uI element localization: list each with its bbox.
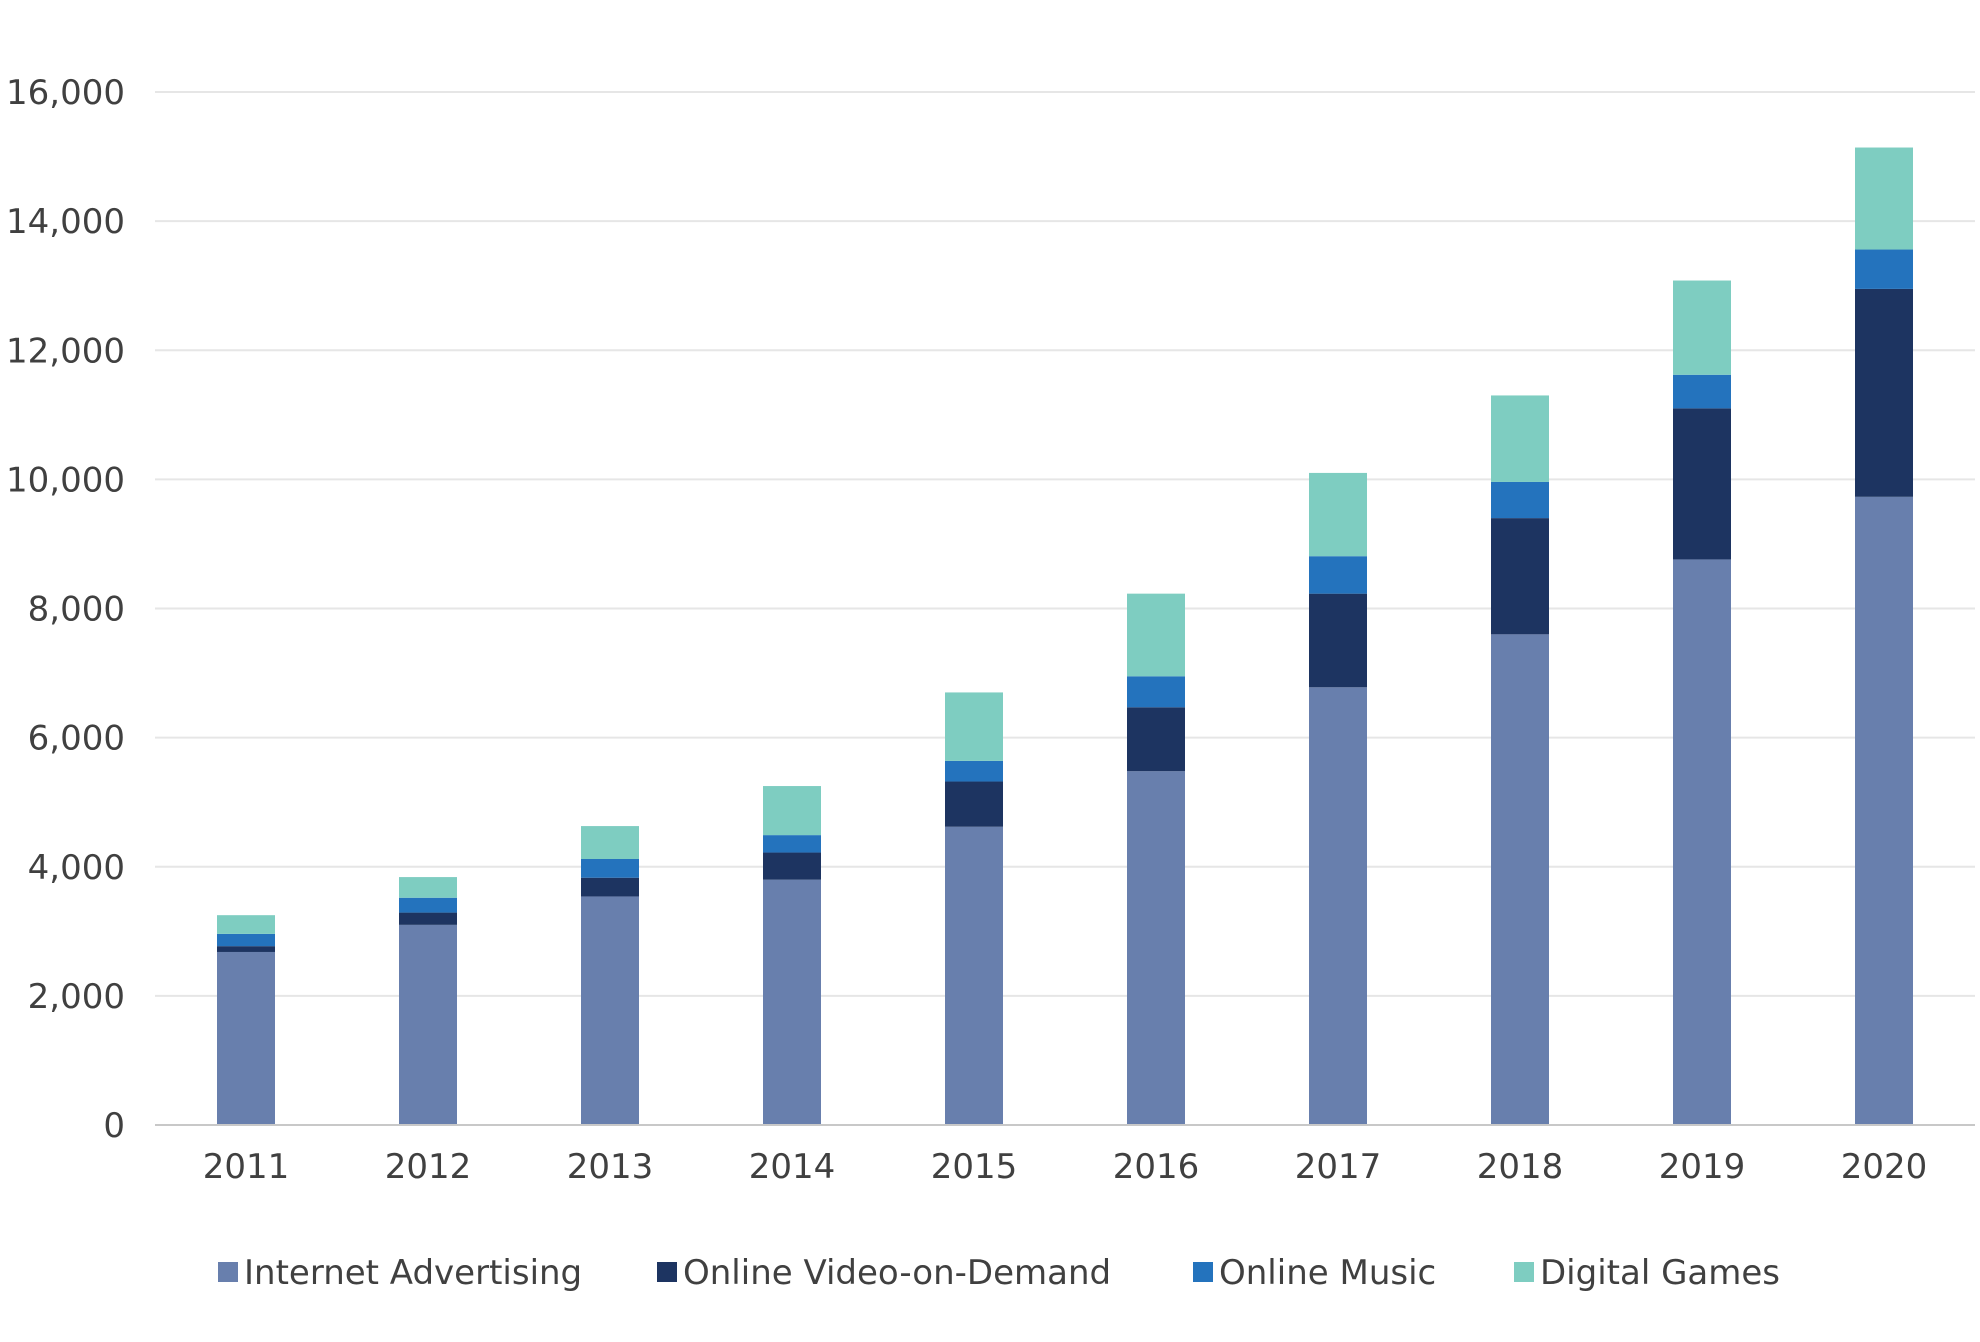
x-tick-label: 2020 <box>1841 1147 1928 1187</box>
bar-segment <box>581 826 639 860</box>
x-tick-label: 2019 <box>1659 1147 1746 1187</box>
bar-segment <box>1127 676 1185 708</box>
bar-segment <box>217 915 275 934</box>
axes: 0 2,000 4,000 6,000 8,000 10,000 12,000 14,000 1… <box>6 73 1975 1187</box>
bar-segment <box>1491 518 1549 635</box>
legend-label: Online Music <box>1219 1253 1436 1293</box>
bar-segment <box>1491 634 1549 1125</box>
bar-segment <box>399 877 457 898</box>
bar-segment <box>763 879 821 1125</box>
bar-segment <box>945 826 1003 1125</box>
legend-label: Internet Advertising <box>244 1253 582 1293</box>
bar-segment <box>399 924 457 1125</box>
y-tick-label: 16,000 <box>6 73 125 113</box>
bars <box>217 147 1913 1125</box>
legend-swatch <box>1514 1262 1534 1282</box>
x-tick-label: 2015 <box>931 1147 1018 1187</box>
bar-segment <box>399 897 457 913</box>
bar-segment <box>217 951 275 1125</box>
bar-segment <box>763 786 821 836</box>
bar-segment <box>1127 593 1185 677</box>
y-tick-label: 6,000 <box>28 719 125 759</box>
bar-segment <box>1309 687 1367 1125</box>
gridlines <box>155 91 1975 997</box>
x-tick-label: 2018 <box>1477 1147 1564 1187</box>
bar-segment <box>945 760 1003 782</box>
bar-segment <box>1673 280 1731 375</box>
bar-segment <box>1309 556 1367 594</box>
legend-label: Online Video-on-Demand <box>683 1253 1111 1293</box>
bar-segment <box>581 877 639 897</box>
bar-segment <box>945 781 1003 827</box>
legend-swatch <box>218 1262 238 1282</box>
bar-segment <box>217 946 275 952</box>
bar-segment <box>763 852 821 880</box>
x-tick-label: 2011 <box>203 1147 290 1187</box>
bar-segment <box>1491 481 1549 519</box>
bar-segment <box>1673 559 1731 1125</box>
bar-segment <box>399 912 457 925</box>
bar-segment <box>1491 395 1549 482</box>
bar-segment <box>1127 707 1185 772</box>
bar-segment <box>1127 771 1185 1125</box>
bar-segment <box>581 896 639 1125</box>
x-tick-label: 2017 <box>1295 1147 1382 1187</box>
bar-segment <box>581 859 639 878</box>
x-tick-label: 2012 <box>385 1147 472 1187</box>
y-tick-label: 0 <box>103 1106 125 1146</box>
y-tick-label: 14,000 <box>6 202 125 242</box>
bar-segment <box>1309 593 1367 688</box>
x-tick-label: 2013 <box>567 1147 654 1187</box>
y-tick-label: 4,000 <box>28 848 125 888</box>
y-tick-label: 2,000 <box>28 977 125 1017</box>
legend-swatch <box>657 1262 677 1282</box>
legend-swatch <box>1193 1262 1213 1282</box>
bar-segment <box>945 692 1003 761</box>
legend: Internet Advertising Online Video-on-Dema… <box>218 1253 1780 1293</box>
bar-segment <box>1673 374 1731 409</box>
bar-segment <box>217 933 275 947</box>
y-tick-label: 10,000 <box>6 460 125 500</box>
y-tick-label: 12,000 <box>6 331 125 371</box>
x-tick-label: 2016 <box>1113 1147 1200 1187</box>
legend-label: Digital Games <box>1540 1253 1780 1293</box>
bar-segment <box>1673 408 1731 560</box>
bar-segment <box>763 835 821 853</box>
bar-segment <box>1855 288 1913 497</box>
x-tick-label: 2014 <box>749 1147 836 1187</box>
bar-segment <box>1855 249 1913 289</box>
bar-segment <box>1855 496 1913 1125</box>
y-tick-label: 8,000 <box>28 590 125 630</box>
bar-segment <box>1855 147 1913 250</box>
bar-segment <box>1309 472 1367 557</box>
